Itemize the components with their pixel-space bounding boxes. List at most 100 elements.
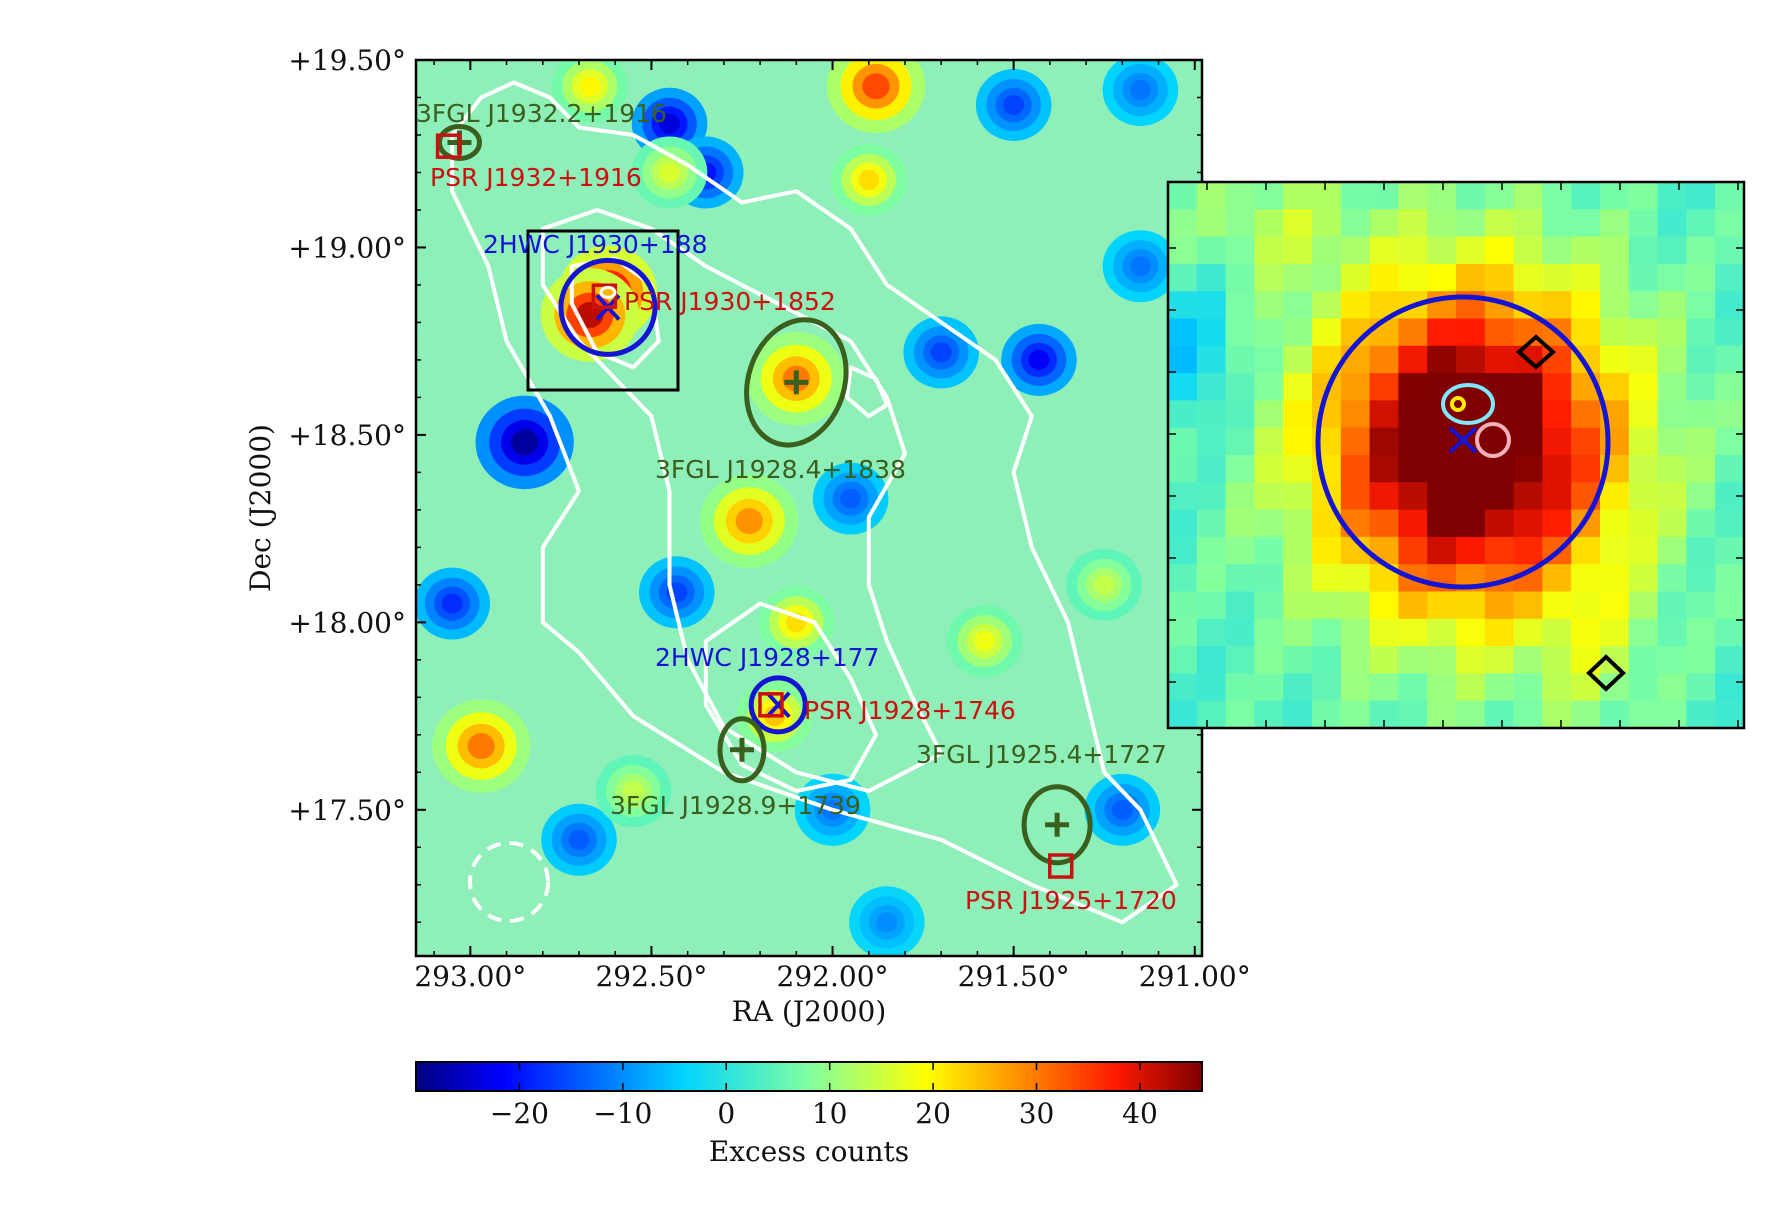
inset-pixel [1398,700,1428,728]
inset-pixel [1715,400,1744,429]
inset-pixel [1427,700,1457,728]
inset-pixel [1686,700,1716,728]
inset-pixel [1686,536,1716,565]
psf-circle [468,841,550,923]
inset-pixel [1168,373,1198,401]
inset-pixel [1225,564,1255,593]
inset-pixel [1686,345,1716,374]
inset-pixel [1427,455,1457,483]
inset-pixel [1283,564,1313,593]
inset-pixel [1225,182,1255,210]
inset-pixel [1715,263,1744,292]
inset-pixel [1542,182,1572,210]
inset-axis-ticks [1168,182,1744,728]
inset-pixel [1369,646,1399,674]
inset-pixel [1312,455,1342,483]
inset-pixel [1340,673,1371,702]
inset-pixel [1600,209,1630,238]
inset-pixel [1600,236,1630,265]
inset-pixel [1628,400,1659,429]
inset-pixel [1398,209,1428,238]
inset-pixel [1196,318,1227,347]
inset-pixel [1312,318,1342,347]
inset-pixel [1254,591,1284,620]
cold-blob-level [1111,799,1133,820]
inset-pixel [1168,646,1198,674]
inset-pixel [1369,455,1399,483]
inset-pixel [1168,345,1198,374]
inset-pixel [1571,427,1601,456]
inset-pixel [1254,564,1284,593]
inset-pixel [1571,646,1601,674]
inset-pixel [1513,236,1543,265]
inset-pixel [1398,236,1428,265]
inset-pixel [1686,509,1716,538]
inset-pixel [1542,646,1572,674]
inset-pixel [1657,509,1687,538]
contour-line-0 [450,80,1179,925]
inset-pixel [1715,318,1744,347]
inset-pixel [1340,700,1371,728]
inset-pixel [1283,455,1313,483]
inset-pixel [1484,509,1515,538]
inset-pixel [1600,564,1630,593]
inset-pixel [1686,318,1716,347]
inset-pixel [1484,182,1515,210]
inset-zoom-panel [1166,180,1746,730]
x-tick-label-3: 291.50° [958,960,1070,993]
inset-pixel [1196,509,1227,538]
inset-pixel [1340,482,1371,511]
inset-pixel [1657,263,1687,292]
inset-pixel [1628,700,1659,728]
inset-frame [1166,180,1746,730]
inset-pixel [1542,236,1572,265]
inset-pixel [1571,591,1601,620]
fermi-plus-marker-2 [729,737,754,762]
inset-pixel [1686,482,1716,511]
inset-pixel [1657,373,1687,401]
inset-pixel [1225,673,1255,702]
inset-pixel [1369,618,1399,647]
inset-pixel [1628,263,1659,292]
inset-pixel [1398,182,1428,210]
inset-pixel [1225,455,1255,483]
inset-pixel [1225,509,1255,538]
inset-pixel [1254,536,1284,565]
inset-pixel [1369,345,1399,374]
colorbar-tick-label-2: 0 [717,1097,735,1130]
inset-pixel [1254,373,1284,401]
inset-pixel [1484,263,1515,292]
inset-pixel [1628,373,1659,401]
inset-pixel [1225,700,1255,728]
y-axis-title: Dec (J2000) [244,424,277,592]
inset-pixel [1456,700,1486,728]
inset-pixel [1484,700,1515,728]
inset-pixel [1657,673,1687,702]
inset-pixel [1456,455,1486,483]
inset-pixel [1657,482,1687,511]
inset-pixel [1657,700,1687,728]
inset-pixel [1225,618,1255,647]
hot-blob-level [858,169,880,190]
inset-pixel [1196,591,1227,620]
inset-pixel [1398,263,1428,292]
cold-blob-level [1129,79,1151,100]
inset-pixel [1513,209,1543,238]
inset-pixel [1427,591,1457,620]
inset-pixel [1628,591,1659,620]
inset-pixel [1542,455,1572,483]
inset-pixel [1513,263,1543,292]
inset-pixel [1600,373,1630,401]
cold-blob-level [1028,349,1050,370]
pulsar-square-1 [591,283,618,309]
inset-pixel [1686,427,1716,456]
inset-pixel [1600,318,1630,347]
cold-blob-level [876,912,898,933]
label-3fgl-j1932: 3FGL J1932.2+1916 [416,99,667,128]
cold-blob-level [659,113,681,134]
inset-pixel [1628,209,1659,238]
inset-pixel [1657,536,1687,565]
inset-pixel [1283,509,1313,538]
inset-pixel [1571,291,1601,320]
